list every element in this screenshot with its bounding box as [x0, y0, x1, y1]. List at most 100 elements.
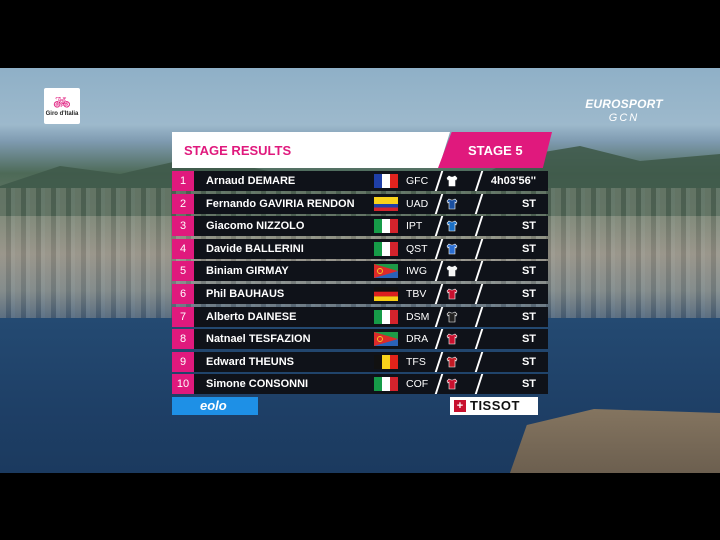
divider — [434, 306, 444, 327]
flag-italy-icon — [374, 309, 398, 324]
swiss-cross-icon: + — [454, 400, 466, 412]
divider — [474, 283, 484, 304]
jersey-icon — [446, 243, 458, 255]
rank-position: 8 — [172, 329, 194, 350]
flag-eritrea-icon — [374, 332, 398, 347]
rider-first-name: Arnaud — [206, 175, 245, 187]
eolo-logo-text: eolo — [200, 398, 227, 413]
rider-first-name: Simone — [206, 378, 246, 391]
team-code: IPT — [406, 220, 423, 233]
divider — [474, 261, 484, 282]
divider — [474, 171, 484, 191]
team-code: UAD — [406, 197, 429, 210]
rank-position: 6 — [172, 283, 194, 304]
tissot-logo-text: TISSOT — [470, 398, 520, 413]
rank-position: 4 — [172, 238, 194, 259]
jersey-icon — [446, 198, 458, 209]
flag-germany-icon — [374, 286, 398, 301]
divider — [434, 329, 444, 350]
broadcaster-logo: EUROSPORT GCN — [578, 97, 670, 124]
rider-name: Edward THEUNS — [206, 352, 294, 372]
rank-position: 3 — [172, 216, 194, 237]
divider — [474, 193, 484, 214]
finish-time: ST — [521, 333, 536, 346]
finish-time: ST — [521, 265, 536, 278]
rank-position: 10 — [172, 374, 194, 395]
finish-time: ST — [521, 378, 536, 391]
eolo-sponsor: eolo — [172, 397, 258, 415]
finish-time: ST — [521, 197, 536, 210]
bicycle-icon: 🚲︎ — [53, 94, 71, 110]
divider — [474, 374, 484, 395]
jersey-icon — [446, 356, 458, 368]
divider — [434, 283, 444, 304]
rider-name: Biniam GIRMAY — [206, 261, 289, 281]
rider-first-name: Phil — [206, 287, 227, 300]
flag-colombia-icon — [374, 196, 398, 211]
finish-time: ST — [521, 220, 536, 233]
team-code: IWG — [406, 265, 427, 278]
results-table: 1 Arnaud DEMARE GFC 4h03'56'' 2 Fernando GAVI… — [172, 171, 548, 397]
team-code: DSM — [406, 310, 430, 323]
finish-time: ST — [521, 242, 536, 255]
team-code: TFS — [406, 355, 426, 368]
flag-italy-icon — [374, 377, 398, 392]
rider-last-name: CONSONNI — [248, 378, 309, 391]
rider-first-name: Natnael — [206, 333, 246, 346]
divider — [434, 351, 444, 372]
team-code: TBV — [406, 287, 427, 300]
team-code: DRA — [406, 333, 429, 346]
result-row: 8 Natnael TESFAZION DRA ST — [172, 329, 548, 350]
rider-name: Arnaud DEMARE — [206, 171, 295, 191]
rider-name: Alberto DAINESE — [206, 307, 296, 327]
results-title: STAGE RESULTS — [184, 143, 292, 158]
flag-eritrea-icon — [374, 264, 398, 279]
team-code: COF — [406, 378, 429, 391]
jersey-icon — [446, 333, 458, 345]
giro-logo: 🚲︎ Giro d'Italia — [44, 88, 80, 124]
stage-label: STAGE 5 — [468, 143, 523, 158]
divider — [474, 351, 484, 372]
jersey-icon — [446, 378, 458, 390]
divider — [434, 238, 444, 259]
result-row: 10 Simone CONSONNI COF ST — [172, 374, 548, 395]
rank-position: 1 — [172, 171, 194, 191]
flag-italy-icon — [374, 241, 398, 256]
divider — [434, 216, 444, 237]
rider-last-name: DAINESE — [247, 310, 297, 323]
rank-position: 9 — [172, 351, 194, 372]
results-header: STAGE RESULTS — [172, 132, 450, 168]
rider-first-name: Biniam — [206, 265, 243, 278]
result-row: 7 Alberto DAINESE DSM ST — [172, 306, 548, 327]
divider — [474, 238, 484, 259]
rider-name: Fernando GAVIRIA RENDON — [206, 194, 355, 214]
divider — [474, 306, 484, 327]
finish-time: ST — [521, 310, 536, 323]
rank-position: 5 — [172, 261, 194, 282]
flag-france-icon — [374, 174, 398, 188]
finish-time: ST — [521, 355, 536, 368]
team-code: QST — [406, 242, 428, 255]
tissot-sponsor: + TISSOT — [450, 397, 538, 415]
rider-name: Giacomo NIZZOLO — [206, 216, 304, 236]
rider-last-name: GIRMAY — [245, 265, 289, 278]
jersey-icon — [446, 175, 458, 187]
rider-last-name: THEUNS — [248, 355, 295, 368]
jersey-icon — [446, 288, 458, 300]
divider — [434, 261, 444, 282]
jersey-icon — [446, 266, 458, 277]
divider — [434, 171, 444, 191]
rank-position: 2 — [172, 193, 194, 214]
result-row: 3 Giacomo NIZZOLO IPT ST — [172, 216, 548, 237]
rider-first-name: Davide — [206, 242, 243, 255]
rider-first-name: Fernando — [206, 197, 257, 210]
rider-name: Davide BALLERINI — [206, 239, 304, 259]
rank-position: 7 — [172, 306, 194, 327]
result-row: 6 Phil BAUHAUS TBV ST — [172, 283, 548, 304]
rider-last-name: NIZZOLO — [256, 220, 305, 233]
rider-last-name: BAUHAUS — [229, 287, 285, 300]
rider-last-name: DEMARE — [247, 175, 296, 187]
stage-badge: STAGE 5 — [438, 132, 552, 168]
rider-first-name: Edward — [206, 355, 246, 368]
divider — [474, 329, 484, 350]
